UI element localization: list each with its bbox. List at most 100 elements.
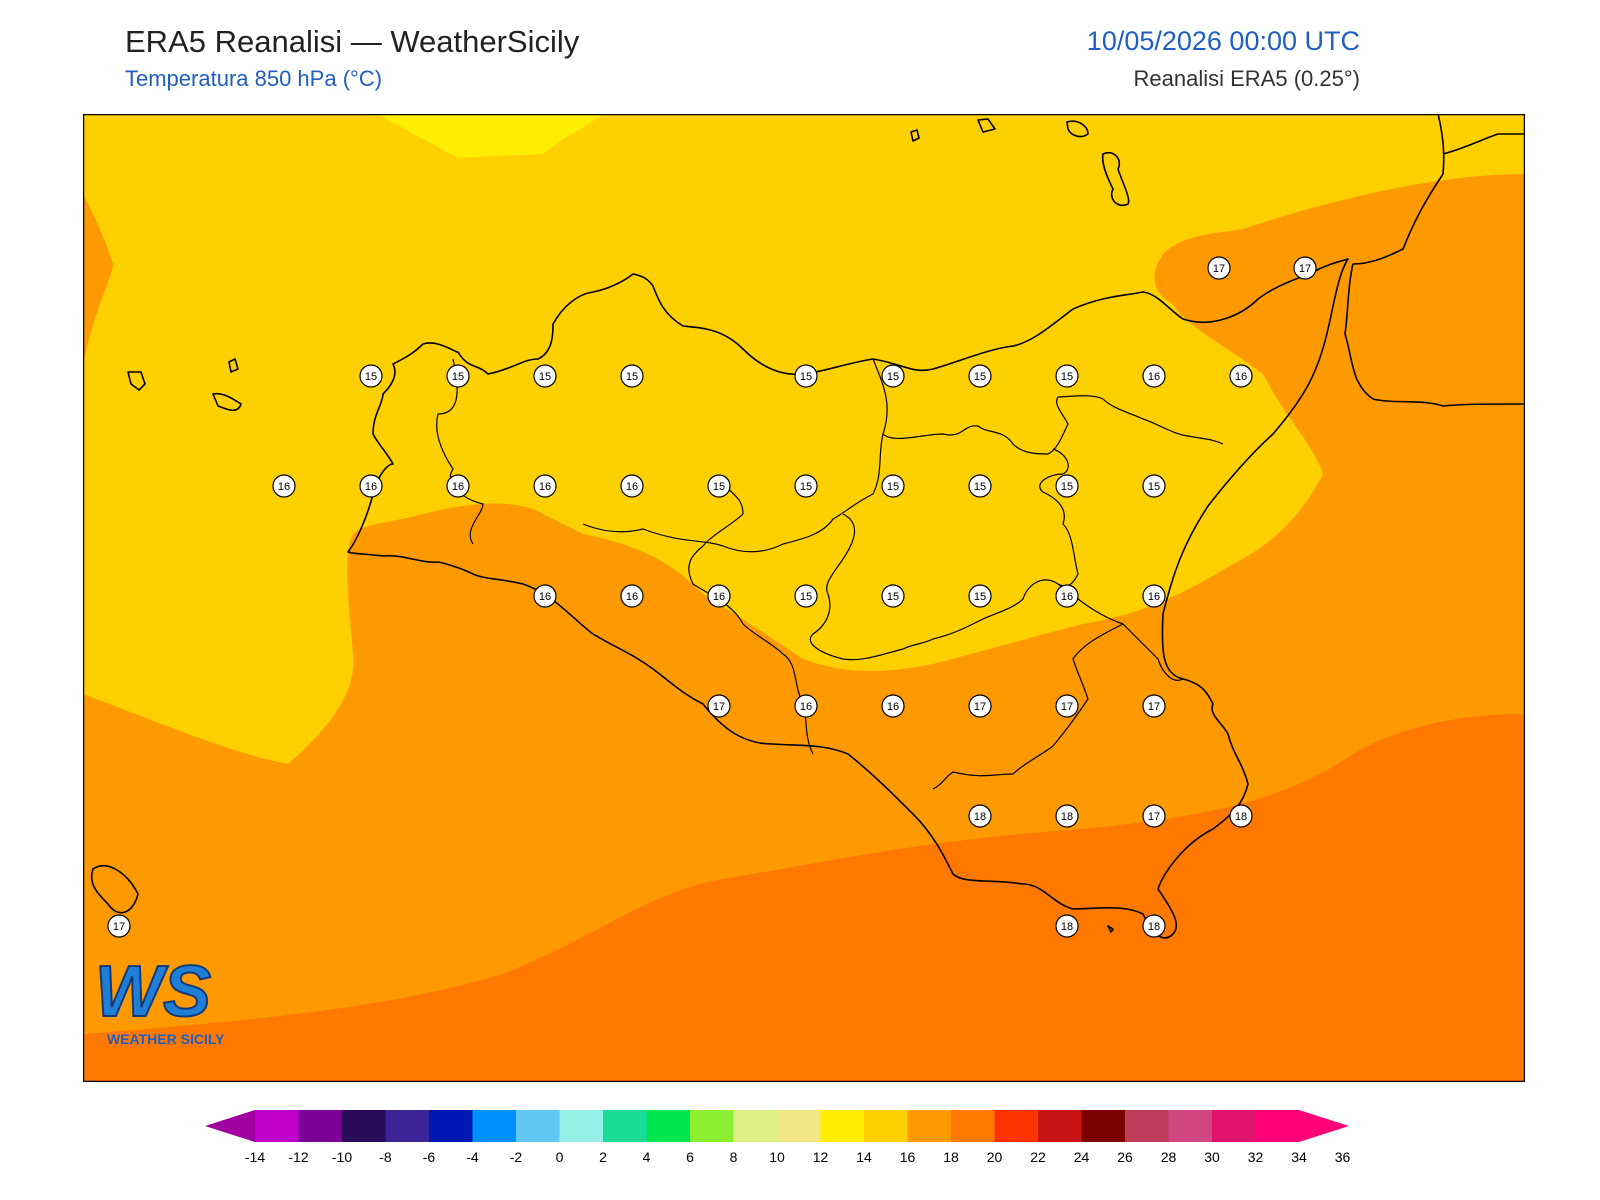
- band-18-20: [83, 714, 1525, 1082]
- station-value: 16: [1148, 591, 1160, 603]
- band-14-16: [83, 114, 1525, 764]
- colorbar-segment: [342, 1110, 386, 1142]
- station-circle: [794, 694, 818, 718]
- station-marker: 15: [620, 364, 644, 388]
- colorbar-segment: [690, 1110, 734, 1142]
- map-subtitle: Temperatura 850 hPa (°C): [125, 66, 383, 91]
- station-circle: [1142, 914, 1166, 938]
- colorbar-segment: [385, 1110, 430, 1142]
- station-circle: [1055, 914, 1079, 938]
- colorbar-segment: [429, 1110, 473, 1142]
- station-marker: 15: [1142, 474, 1166, 498]
- station-circle: [968, 584, 992, 608]
- station-circle: [707, 694, 731, 718]
- colorbar-tick-label: -2: [510, 1149, 523, 1165]
- datetime-label: 10/05/2026 00:00 UTC: [1086, 26, 1360, 56]
- colorbar-segment: [1081, 1110, 1126, 1142]
- station-circle: [1055, 364, 1079, 388]
- colorbar-tick-label: 10: [769, 1149, 785, 1165]
- station-marker: 17: [1142, 694, 1166, 718]
- station-marker: 16: [881, 694, 905, 718]
- station-markers: 17 17 15 15 15 15 15 15 15 15 16 16 16 16 16 16 16 15 15 15…: [107, 256, 1317, 938]
- map-frame: [83, 114, 1525, 1082]
- station-circle: [881, 584, 905, 608]
- colorbar-tick-label: -4: [466, 1149, 479, 1165]
- station-marker: 16: [533, 584, 557, 608]
- station-marker: 15: [794, 474, 818, 498]
- station-value: 15: [539, 371, 551, 383]
- colorbar-segment: [1168, 1110, 1213, 1142]
- station-marker: 18: [1229, 804, 1253, 828]
- station-marker: 18: [1142, 914, 1166, 938]
- station-circle: [272, 474, 296, 498]
- station-value: 18: [974, 811, 986, 823]
- station-marker: 17: [707, 694, 731, 718]
- station-marker: 16: [446, 474, 470, 498]
- temperature-map: 17 17 15 15 15 15 15 15 15 15 16 16 16 16 16 16 16 15 15 15…: [83, 114, 1525, 1082]
- station-circle: [1055, 804, 1079, 828]
- station-value: 15: [887, 481, 899, 493]
- station-marker: 17: [968, 694, 992, 718]
- station-circle: [1229, 804, 1253, 828]
- station-value: 16: [626, 591, 638, 603]
- colorbar-segment: [994, 1110, 1039, 1142]
- colorbar-tick-label: -10: [332, 1149, 352, 1165]
- station-circle: [1142, 584, 1166, 608]
- station-value: 16: [539, 591, 551, 603]
- station-value: 15: [800, 591, 812, 603]
- colorbar-segment: [516, 1110, 560, 1142]
- station-circle: [1207, 256, 1231, 280]
- colorbar-tick-label: 8: [730, 1149, 738, 1165]
- colorbar-low-extend: [205, 1110, 255, 1142]
- colorbar-segment: [1255, 1110, 1300, 1142]
- station-circle: [794, 474, 818, 498]
- colorbar-tick-label: 26: [1117, 1149, 1133, 1165]
- colorbar-segment: [1212, 1110, 1256, 1142]
- station-marker: 17: [1142, 804, 1166, 828]
- colorbar-tick-label: 36: [1335, 1149, 1351, 1165]
- station-marker: 17: [1207, 256, 1231, 280]
- station-circle: [533, 474, 557, 498]
- station-value: 15: [974, 591, 986, 603]
- colorbar-segment: [1038, 1110, 1082, 1142]
- station-value: 15: [974, 481, 986, 493]
- station-value: 16: [800, 701, 812, 713]
- station-circle: [1229, 364, 1253, 388]
- colorbar-segment: [820, 1110, 865, 1142]
- logo-mark: WS: [95, 952, 211, 1032]
- colorbar-segment: [1125, 1110, 1169, 1142]
- station-circle: [620, 474, 644, 498]
- station-value: 15: [452, 371, 464, 383]
- station-value: 17: [113, 921, 125, 933]
- station-circle: [881, 364, 905, 388]
- station-circle: [794, 364, 818, 388]
- colorbar-segment: [907, 1110, 952, 1142]
- station-value: 17: [974, 701, 986, 713]
- colorbar-tick-label: 4: [643, 1149, 651, 1165]
- source-label: Reanalisi ERA5 (0.25°): [1133, 66, 1360, 91]
- map-title: ERA5 Reanalisi — WeatherSicily: [125, 24, 580, 59]
- station-value: 16: [626, 481, 638, 493]
- station-value: 17: [1148, 811, 1160, 823]
- colorbar-high-extend: [1299, 1110, 1349, 1142]
- colorbar-segment: [646, 1110, 691, 1142]
- station-marker: 17: [107, 914, 131, 938]
- station-value: 15: [887, 591, 899, 603]
- station-value: 16: [887, 701, 899, 713]
- colorbar-tick-label: 0: [556, 1149, 564, 1165]
- station-circle: [1055, 474, 1079, 498]
- station-circle: [1293, 256, 1317, 280]
- station-value: 15: [1148, 481, 1160, 493]
- station-value: 17: [1061, 701, 1073, 713]
- colorbar-tick-label: 30: [1204, 1149, 1220, 1165]
- logo-text: WEATHER SICILY: [107, 1031, 225, 1047]
- station-marker: 16: [272, 474, 296, 498]
- station-circle: [1142, 694, 1166, 718]
- colorbar-segment: [298, 1110, 343, 1142]
- station-circle: [533, 364, 557, 388]
- station-circle: [1055, 694, 1079, 718]
- station-circle: [707, 584, 731, 608]
- colorbar-tick-label: 18: [943, 1149, 959, 1165]
- station-marker: 15: [881, 584, 905, 608]
- station-circle: [359, 364, 383, 388]
